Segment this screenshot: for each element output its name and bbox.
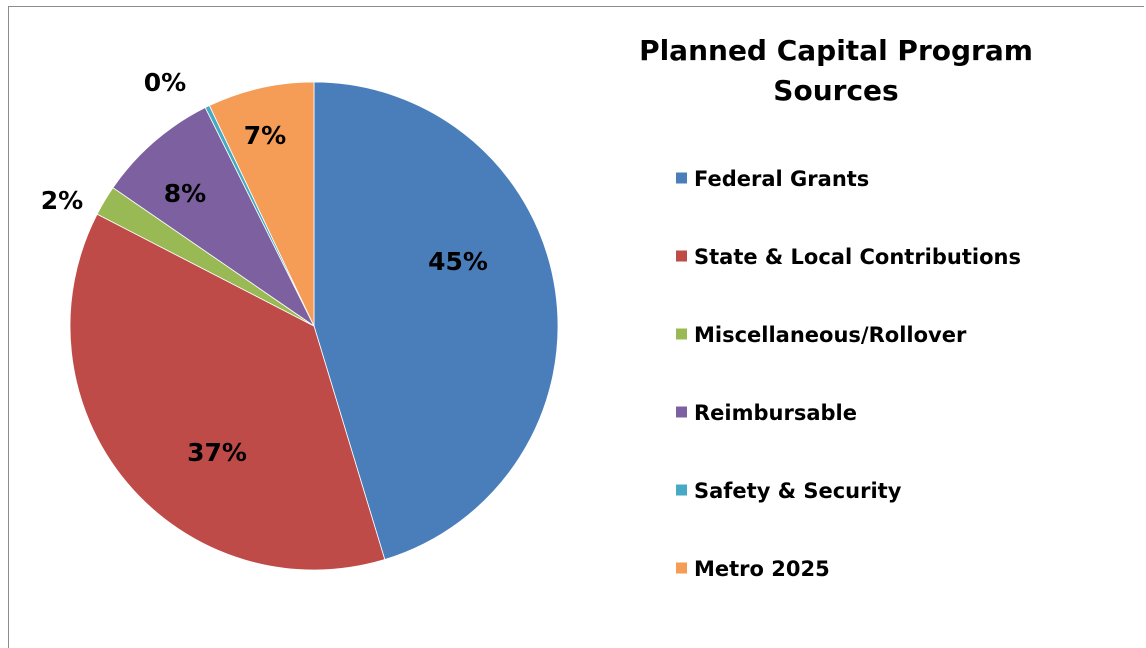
pie-slice-state-local-contributions	[69, 213, 386, 571]
chart-title-line-2: Sources	[773, 74, 898, 107]
pie-slice-federal-grants	[313, 81, 559, 561]
chart-legend: Federal Grants State & Local Contribution…	[676, 167, 1021, 581]
legend-item-state-local-contributions: State & Local Contributions	[676, 245, 1021, 269]
legend-swatch	[676, 406, 687, 418]
legend-label: Safety & Security	[694, 479, 902, 503]
legend-label: State & Local Contributions	[694, 245, 1021, 269]
legend-item-safety-security: Safety & Security	[676, 479, 902, 503]
data-label-miscellaneous-rollover: 2%	[41, 186, 83, 215]
data-label-state-local-contributions: 37%	[187, 438, 247, 467]
legend-label: Miscellaneous/Rollover	[694, 323, 967, 347]
data-label-reimbursable: 8%	[164, 179, 206, 208]
legend-label: Reimbursable	[694, 401, 857, 425]
chart-title-line-1: Planned Capital Program	[639, 34, 1033, 67]
legend-item-miscellaneous-rollover: Miscellaneous/Rollover	[676, 323, 967, 347]
chart-title: Planned Capital Program Sources	[639, 34, 1033, 107]
legend-item-federal-grants: Federal Grants	[676, 167, 869, 191]
legend-swatch	[676, 328, 687, 340]
legend-swatch	[676, 250, 687, 262]
legend-item-metro-2025: Metro 2025	[676, 557, 830, 581]
legend-label: Federal Grants	[694, 167, 869, 191]
legend-item-reimbursable: Reimbursable	[676, 401, 857, 425]
legend-swatch	[676, 172, 687, 184]
pie-data-labels: 45% 37% 2% 8% 0% 7%	[41, 68, 488, 467]
data-label-federal-grants: 45%	[428, 247, 488, 276]
pie-slice-metro-2025	[208, 81, 315, 327]
legend-swatch	[676, 484, 687, 496]
pie-slices	[69, 81, 559, 571]
pie-slice-reimbursable	[112, 107, 316, 328]
legend-swatch	[676, 562, 687, 574]
data-label-safety-security: 0%	[144, 68, 186, 97]
data-label-metro-2025: 7%	[244, 121, 286, 150]
legend-label: Metro 2025	[694, 557, 830, 581]
